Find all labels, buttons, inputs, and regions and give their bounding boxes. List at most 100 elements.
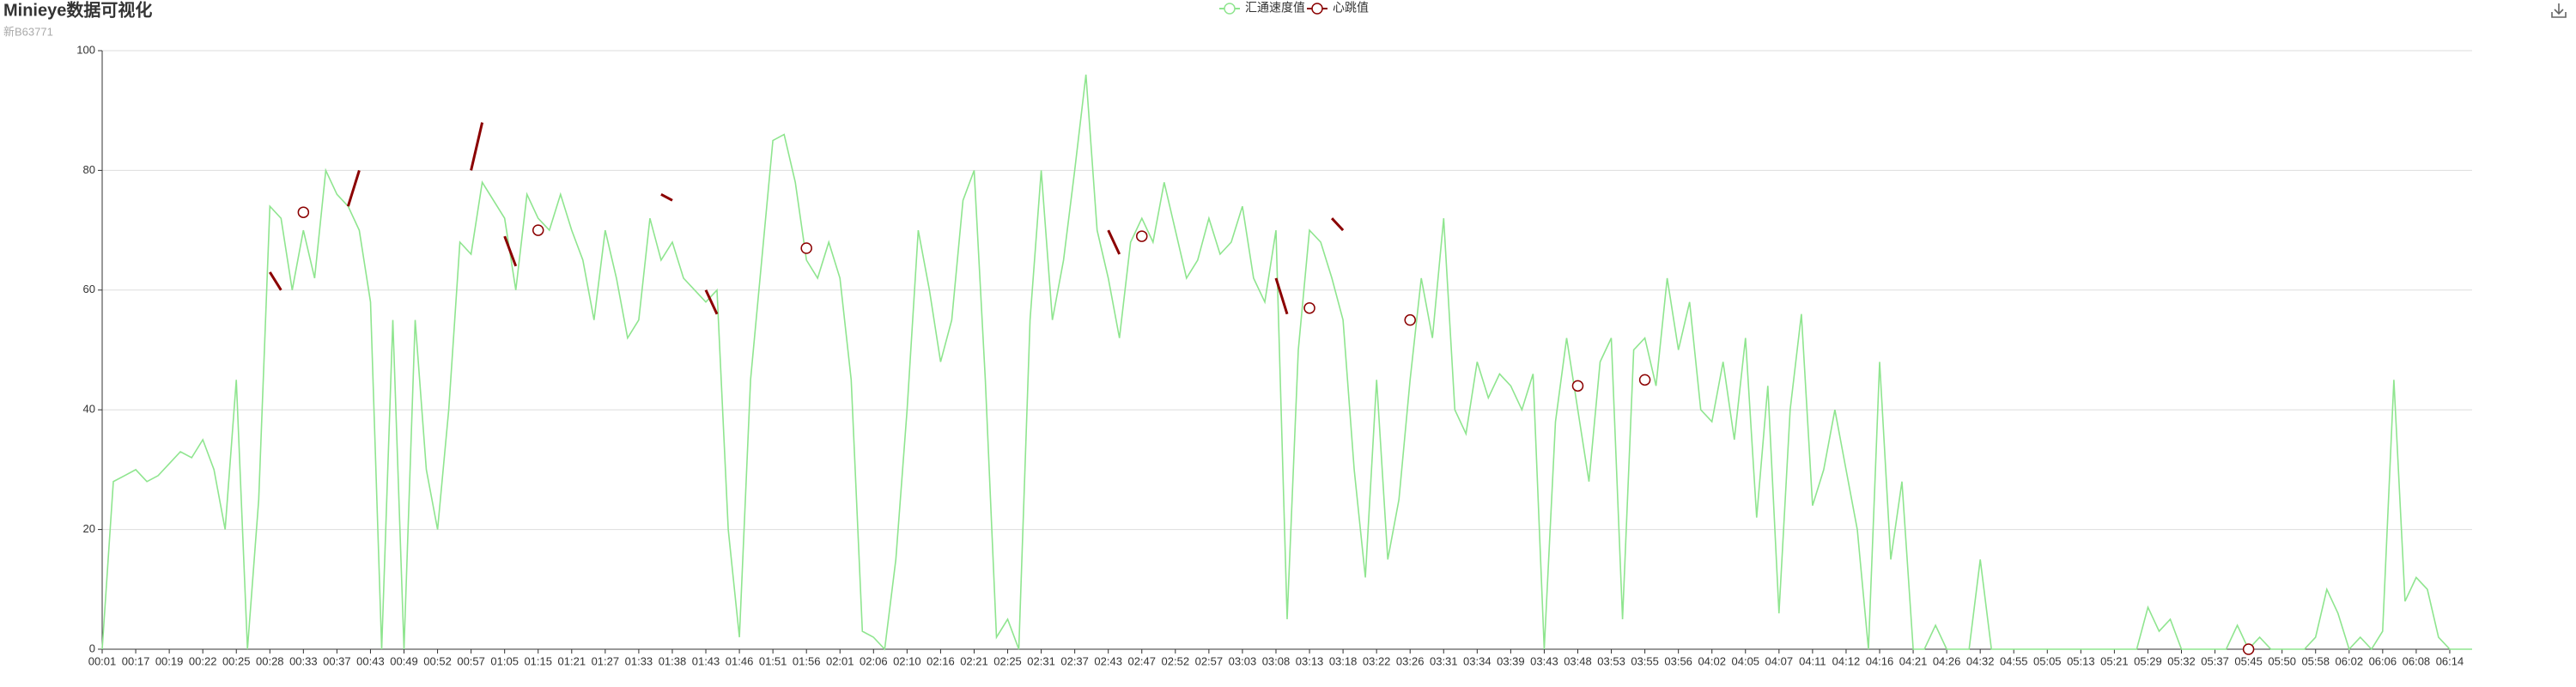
x-tick-label: 03:08: [1262, 654, 1291, 667]
y-tick-label: 40: [83, 403, 95, 416]
x-tick-label: 02:43: [1094, 654, 1122, 667]
x-tick-label: 01:27: [592, 654, 620, 667]
x-tick-label: 04:16: [1866, 654, 1894, 667]
x-tick-label: 04:26: [1933, 654, 1961, 667]
x-tick-label: 01:21: [558, 654, 586, 667]
x-tick-label: 06:02: [2336, 654, 2364, 667]
series-point: [1638, 374, 1651, 386]
x-tick-label: 00:43: [356, 654, 385, 667]
x-tick-label: 03:22: [1363, 654, 1391, 667]
x-tick-label: 06:08: [2403, 654, 2431, 667]
x-tick-label: 04:11: [1799, 654, 1826, 667]
chart-title: Minieye数据可视化: [3, 0, 152, 20]
x-tick-label: 03:53: [1597, 654, 1625, 667]
x-tick-label: 03:48: [1564, 654, 1592, 667]
x-tick-label: 04:05: [1732, 654, 1760, 667]
series-point: [800, 242, 812, 254]
series-line: [660, 192, 673, 202]
y-tick-label: 20: [83, 522, 95, 535]
series-point: [2242, 643, 2255, 655]
x-tick-label: 05:50: [2268, 654, 2296, 667]
x-tick-label: 02:10: [893, 654, 921, 667]
x-tick-label: 05:37: [2201, 654, 2229, 667]
x-tick-label: 04:32: [1966, 654, 1995, 667]
y-tick-label: 60: [83, 283, 95, 295]
series-line: [1107, 229, 1121, 255]
y-tick-label: 80: [83, 163, 95, 176]
series-line: [101, 74, 2472, 651]
series-point: [1404, 313, 1416, 326]
series-point: [297, 206, 310, 218]
x-tick-label: 03:39: [1497, 654, 1525, 667]
x-tick-label: 03:31: [1430, 654, 1458, 667]
y-tick-label: 100: [76, 43, 95, 56]
x-tick-label: 06:14: [2436, 654, 2464, 667]
x-tick-label: 02:31: [1027, 654, 1055, 667]
x-tick-label: 00:52: [423, 654, 452, 667]
x-tick-label: 01:33: [625, 654, 653, 667]
series-point: [532, 224, 544, 236]
x-tick-label: 02:57: [1195, 654, 1224, 667]
x-tick-label: 05:13: [2067, 654, 2095, 667]
x-tick-label: 04:21: [1899, 654, 1928, 667]
x-tick-label: 03:03: [1229, 654, 1257, 667]
x-tick-label: 01:38: [659, 654, 687, 667]
x-tick-label: 02:47: [1127, 654, 1156, 667]
x-tick-label: 01:05: [490, 654, 519, 667]
x-tick-label: 00:25: [222, 654, 251, 667]
series-point: [1571, 380, 1584, 392]
x-tick-label: 01:15: [524, 654, 552, 667]
x-tick-label: 05:32: [2167, 654, 2196, 667]
x-tick-label: 01:56: [793, 654, 821, 667]
x-tick-label: 04:07: [1765, 654, 1794, 667]
download-icon[interactable]: [2551, 3, 2567, 18]
x-tick-label: 05:45: [2234, 654, 2263, 667]
x-tick-label: 00:33: [289, 654, 318, 667]
series-line: [1274, 277, 1289, 315]
x-tick-label: 02:52: [1162, 654, 1190, 667]
x-tick-label: 02:06: [860, 654, 888, 667]
x-tick-label: 00:17: [122, 654, 150, 667]
x-tick-label: 00:19: [155, 654, 184, 667]
x-tick-label: 05:21: [2100, 654, 2129, 667]
x-tick-label: 03:55: [1631, 654, 1659, 667]
x-tick-label: 02:16: [927, 654, 955, 667]
series-line: [346, 169, 361, 207]
x-tick-label: 01:46: [726, 654, 754, 667]
series-point: [1136, 230, 1148, 242]
legend-symbol: [1224, 3, 1236, 15]
x-tick-label: 03:43: [1530, 654, 1558, 667]
x-tick-label: 01:51: [759, 654, 787, 667]
x-tick-label: 04:12: [1832, 654, 1861, 667]
x-tick-label: 00:01: [88, 654, 117, 667]
x-tick-label: 02:37: [1060, 654, 1089, 667]
legend-label: 心跳值: [1333, 1, 1369, 15]
x-tick-label: 03:26: [1396, 654, 1425, 667]
x-tick-label: 05:05: [2033, 654, 2062, 667]
x-tick-label: 00:28: [256, 654, 284, 667]
x-tick-label: 03:56: [1664, 654, 1692, 667]
series-line: [1331, 217, 1345, 232]
x-tick-label: 04:55: [2000, 654, 2028, 667]
x-tick-label: 03:13: [1296, 654, 1324, 667]
x-tick-label: 02:21: [960, 654, 988, 667]
series-line: [470, 122, 484, 171]
x-tick-label: 03:34: [1463, 654, 1492, 667]
x-tick-label: 00:57: [457, 654, 485, 667]
x-tick-label: 01:43: [692, 654, 720, 667]
y-tick-label: 0: [89, 641, 95, 654]
x-tick-label: 00:49: [390, 654, 418, 667]
x-tick-label: 04:02: [1698, 654, 1726, 667]
download-glyph[interactable]: [2551, 3, 2567, 18]
legend-symbol: [1311, 3, 1323, 15]
x-tick-label: 05:58: [2301, 654, 2330, 667]
legend-label: 汇通速度值: [1245, 1, 1305, 15]
series-line: [503, 235, 518, 267]
x-tick-label: 00:37: [323, 654, 351, 667]
chart-subtitle: 新B63771: [3, 25, 53, 38]
series-line: [704, 289, 719, 315]
series-point: [1303, 301, 1315, 314]
x-tick-label: 06:06: [2369, 654, 2397, 667]
x-tick-label: 02:25: [993, 654, 1022, 667]
